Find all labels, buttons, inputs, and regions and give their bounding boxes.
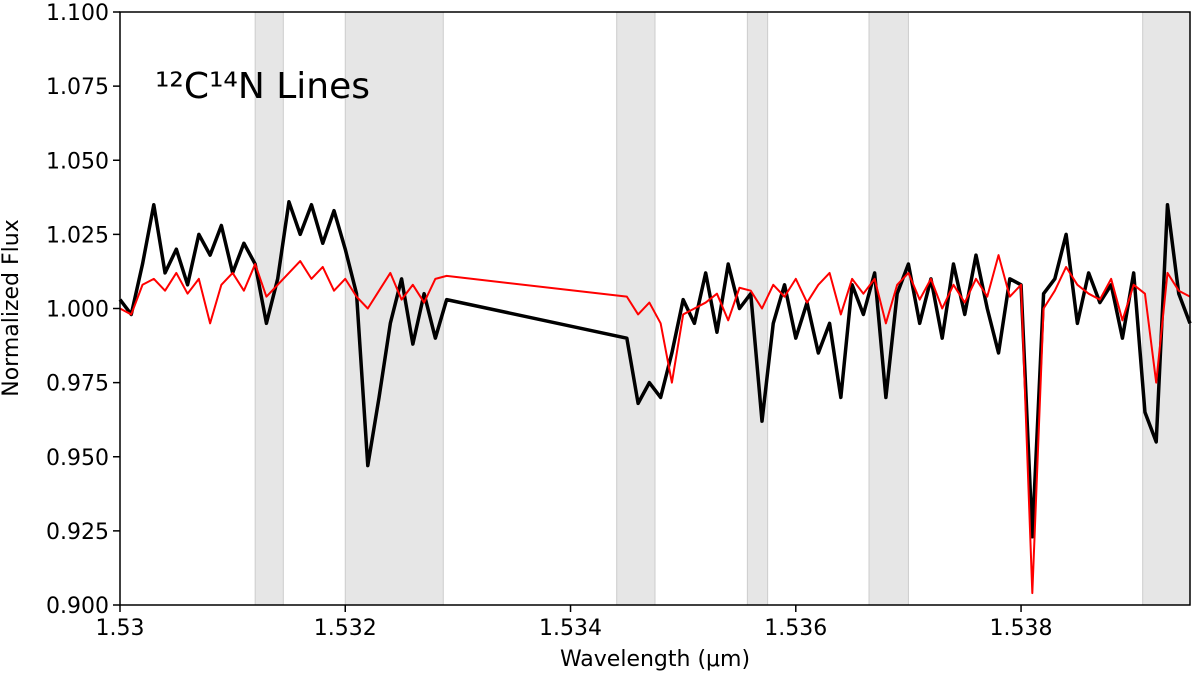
x-tick-label: 1.53 — [96, 616, 145, 641]
y-tick-label: 0.900 — [46, 594, 109, 619]
x-tick-label: 1.538 — [990, 616, 1053, 641]
x-axis-label: Wavelength (μm) — [560, 647, 750, 672]
y-tick-label: 1.100 — [46, 1, 109, 26]
y-tick-label: 0.950 — [46, 446, 109, 471]
x-tick-label: 1.532 — [314, 616, 377, 641]
lines — [118, 200, 1192, 595]
y-tick-label: 0.925 — [46, 520, 109, 545]
y-tick-label: 0.975 — [46, 372, 109, 397]
y-tick-label: 1.025 — [46, 223, 109, 248]
shades — [254, 11, 1191, 606]
y-tick-label: 1.000 — [46, 298, 109, 323]
series-line — [119, 254, 1191, 595]
series-line — [118, 200, 1192, 539]
annotation: ¹²C¹⁴N Lines — [155, 66, 370, 107]
x-tick-label: 1.534 — [539, 616, 602, 641]
y-axis-label: Normalized Flux — [0, 219, 24, 396]
x-tick-label: 1.536 — [764, 616, 827, 641]
shaded-region — [868, 11, 909, 606]
y-tick-label: 1.075 — [46, 75, 109, 100]
shaded-region — [616, 11, 656, 606]
y-tick-label: 1.050 — [46, 149, 109, 174]
